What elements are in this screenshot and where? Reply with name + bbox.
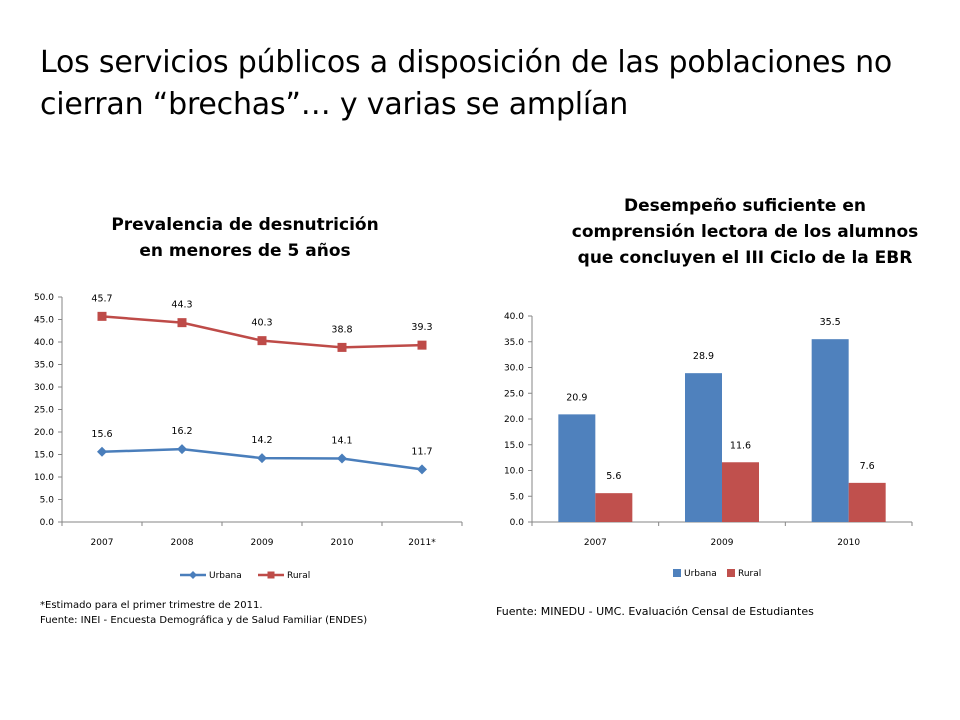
y-tick-label: 0.0 xyxy=(510,518,525,528)
y-tick-label: 40.0 xyxy=(34,338,54,348)
bar-urbana xyxy=(685,373,722,522)
bar-urbana xyxy=(811,339,849,522)
data-label: 16.2 xyxy=(171,426,192,437)
data-label: 45.7 xyxy=(91,293,112,304)
y-tick-label: 35.0 xyxy=(34,361,54,371)
data-label: 44.3 xyxy=(171,300,192,311)
y-tick-label: 10.0 xyxy=(504,467,524,477)
bar-rural xyxy=(722,462,759,522)
left-footnote-estimate: *Estimado para el primer trimestre de 20… xyxy=(40,600,263,611)
y-tick-label: 0.0 xyxy=(40,518,55,528)
data-label: 20.9 xyxy=(566,392,587,403)
legend-swatch-urbana xyxy=(673,569,681,577)
data-point-marker xyxy=(337,453,347,464)
data-label: 28.9 xyxy=(693,351,714,362)
left-chart-title-line-2: en menores de 5 años xyxy=(139,241,351,261)
x-tick-label: 2009 xyxy=(251,538,274,548)
x-tick-label: 2007 xyxy=(91,538,114,548)
x-tick-label: 2007 xyxy=(584,538,607,548)
legend-marker xyxy=(267,571,275,579)
bar-urbana xyxy=(558,414,596,522)
y-tick-label: 15.0 xyxy=(504,441,524,451)
left-chart-title: Prevalencia de desnutrición en menores d… xyxy=(60,212,430,264)
y-tick-label: 20.0 xyxy=(34,428,54,438)
x-tick-label: 2010 xyxy=(331,538,354,548)
data-point-marker xyxy=(97,446,107,457)
y-tick-label: 25.0 xyxy=(34,406,54,416)
data-point-marker xyxy=(417,340,427,350)
right-footnote-source: Fuente: MINEDU - UMC. Evaluación Censal … xyxy=(496,605,814,618)
legend-label-urbana: Urbana xyxy=(209,571,242,581)
legend-marker xyxy=(189,571,197,579)
x-tick-label: 2009 xyxy=(711,538,734,548)
left-footnote: *Estimado para el primer trimestre de 20… xyxy=(40,598,367,628)
data-label: 11.6 xyxy=(730,440,751,451)
data-label: 39.3 xyxy=(411,322,432,333)
y-tick-label: 5.0 xyxy=(510,492,525,502)
data-label: 7.6 xyxy=(860,461,875,472)
data-label: 35.5 xyxy=(820,317,841,328)
left-footnote-source: Fuente: INEI - Encuesta Demográfica y de… xyxy=(40,615,368,626)
data-label: 38.8 xyxy=(331,324,352,335)
data-label: 5.6 xyxy=(606,471,621,482)
slide-title: Los servicios públicos a disposición de … xyxy=(40,45,893,122)
y-tick-label: 20.0 xyxy=(504,415,524,425)
y-tick-label: 5.0 xyxy=(40,496,55,506)
y-tick-label: 10.0 xyxy=(34,473,54,483)
right-chart-title-line-3: que concluyen el III Ciclo de la EBR xyxy=(577,248,913,268)
y-tick-label: 30.0 xyxy=(34,383,54,393)
x-tick-label: 2008 xyxy=(171,538,194,548)
left-chart-title-line-1: Prevalencia de desnutrición xyxy=(111,215,379,235)
legend-label-rural: Rural xyxy=(738,569,761,579)
y-tick-label: 25.0 xyxy=(504,389,524,399)
data-label: 40.3 xyxy=(251,318,272,329)
bar-rural xyxy=(848,482,886,522)
legend-label-rural: Rural xyxy=(287,571,310,581)
data-point-marker xyxy=(177,444,187,455)
y-tick-label: 50.0 xyxy=(34,293,54,303)
bar-rural xyxy=(595,493,633,522)
data-point-marker xyxy=(97,311,107,321)
y-tick-label: 45.0 xyxy=(34,316,54,326)
x-tick-label: 2010 xyxy=(837,538,860,548)
data-point-marker xyxy=(417,464,427,475)
right-chart-title: Desempeño suficiente en comprensión lect… xyxy=(545,193,945,271)
legend-label-urbana: Urbana xyxy=(684,569,717,579)
x-tick-label: 2011* xyxy=(408,538,436,548)
data-point-marker xyxy=(337,342,347,352)
data-label: 14.2 xyxy=(251,435,272,446)
legend-swatch-rural xyxy=(727,569,735,577)
y-tick-label: 35.0 xyxy=(504,338,524,348)
data-point-marker xyxy=(177,318,187,328)
right-chart-title-line-2: comprensión lectora de los alumnos xyxy=(571,222,919,242)
y-tick-label: 15.0 xyxy=(34,451,54,461)
data-point-marker xyxy=(257,453,267,464)
data-label: 15.6 xyxy=(91,429,112,440)
data-point-marker xyxy=(257,336,267,346)
data-label: 14.1 xyxy=(331,436,352,447)
right-chart-title-line-1: Desempeño suficiente en xyxy=(624,196,866,216)
y-tick-label: 40.0 xyxy=(504,312,524,322)
y-tick-label: 30.0 xyxy=(504,364,524,374)
data-label: 11.7 xyxy=(411,446,432,457)
